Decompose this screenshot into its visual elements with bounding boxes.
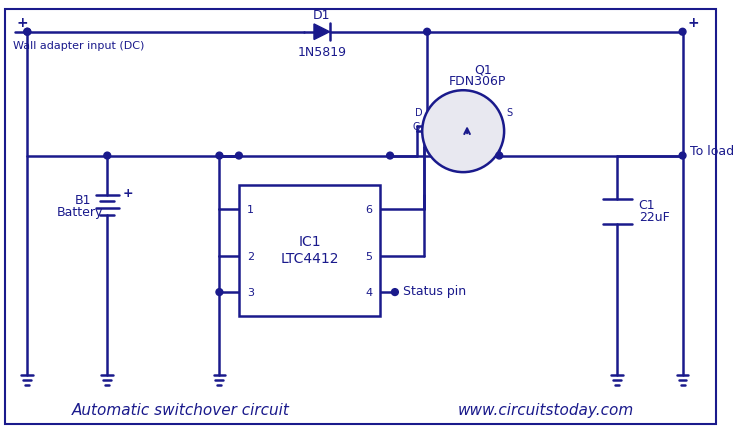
Circle shape bbox=[496, 153, 503, 160]
Text: Status pin: Status pin bbox=[403, 284, 466, 297]
Circle shape bbox=[386, 153, 393, 160]
Text: S: S bbox=[506, 108, 512, 118]
Text: 3: 3 bbox=[247, 287, 253, 297]
Text: 1N5819: 1N5819 bbox=[297, 46, 347, 59]
Text: IC1: IC1 bbox=[299, 234, 321, 248]
Text: C1: C1 bbox=[638, 198, 655, 211]
Text: Automatic switchover circuit: Automatic switchover circuit bbox=[72, 401, 290, 417]
Text: D: D bbox=[415, 108, 422, 118]
Bar bbox=[239, 185, 381, 317]
Text: 4: 4 bbox=[365, 287, 372, 297]
Text: Wall adapter input (DC): Wall adapter input (DC) bbox=[13, 41, 144, 51]
Text: LTC4412: LTC4412 bbox=[280, 252, 339, 266]
Circle shape bbox=[392, 289, 398, 296]
Circle shape bbox=[24, 29, 31, 36]
Text: D1: D1 bbox=[313, 9, 330, 22]
Circle shape bbox=[236, 153, 242, 160]
Circle shape bbox=[423, 29, 431, 36]
Circle shape bbox=[104, 153, 111, 160]
Circle shape bbox=[216, 153, 222, 160]
Text: 2: 2 bbox=[247, 251, 253, 261]
Text: +: + bbox=[687, 16, 699, 30]
Text: B1: B1 bbox=[75, 194, 91, 207]
Circle shape bbox=[216, 289, 222, 296]
Circle shape bbox=[679, 153, 686, 160]
Text: 22uF: 22uF bbox=[638, 211, 670, 224]
Text: Q1: Q1 bbox=[474, 63, 491, 76]
Circle shape bbox=[24, 29, 31, 36]
Text: 6: 6 bbox=[366, 205, 372, 215]
Text: FDN306P: FDN306P bbox=[449, 75, 506, 88]
Text: +: + bbox=[16, 16, 28, 30]
Text: To load: To load bbox=[690, 145, 735, 158]
Text: www.circuitstoday.com: www.circuitstoday.com bbox=[458, 401, 634, 417]
Circle shape bbox=[679, 29, 686, 36]
Circle shape bbox=[422, 91, 504, 173]
Text: G: G bbox=[413, 122, 420, 132]
Text: 5: 5 bbox=[366, 251, 372, 261]
Text: +: + bbox=[123, 187, 134, 200]
Polygon shape bbox=[314, 25, 330, 40]
Text: Battery: Battery bbox=[57, 205, 103, 218]
Text: 1: 1 bbox=[247, 205, 253, 215]
